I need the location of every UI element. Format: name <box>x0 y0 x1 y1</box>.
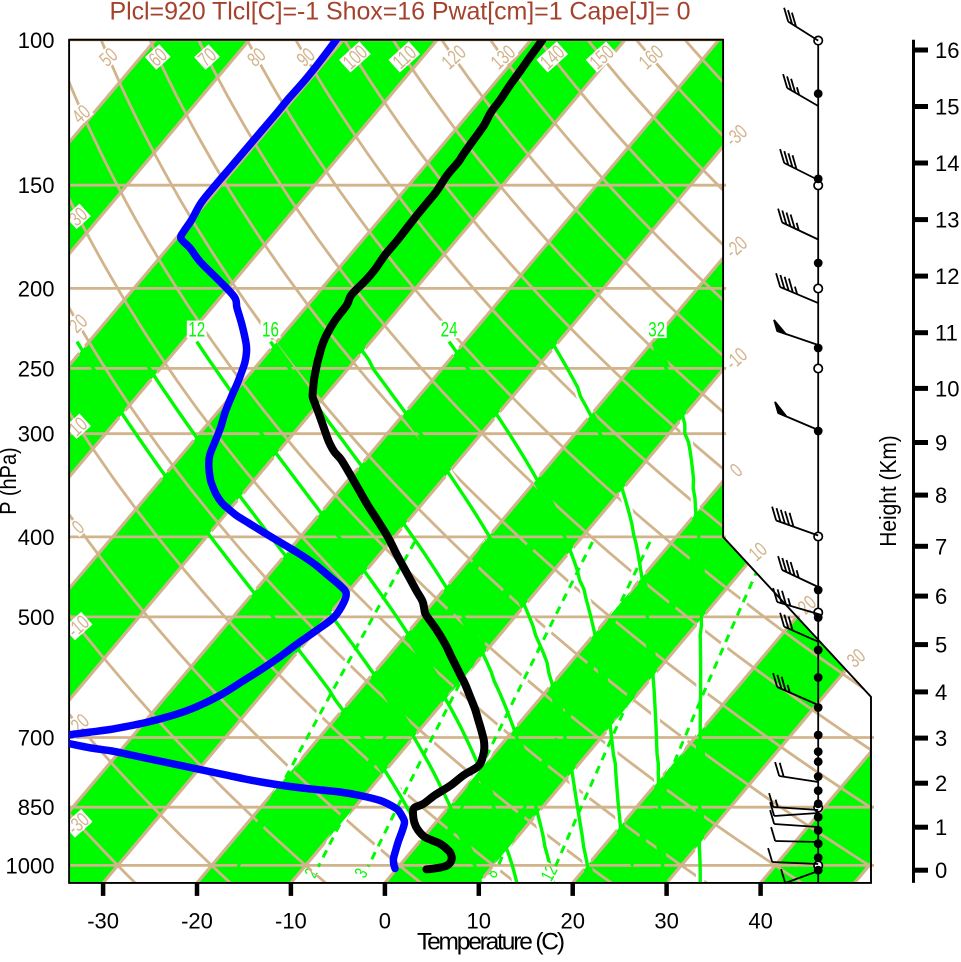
svg-text:6: 6 <box>935 584 947 609</box>
svg-text:15: 15 <box>935 95 959 120</box>
svg-text:-10: -10 <box>275 909 307 934</box>
svg-text:250: 250 <box>18 356 55 381</box>
svg-text:40: 40 <box>748 909 772 934</box>
svg-text:7: 7 <box>935 534 947 559</box>
svg-text:100: 100 <box>18 28 55 53</box>
svg-text:8: 8 <box>935 483 947 508</box>
svg-text:10: 10 <box>935 376 959 401</box>
svg-text:13: 13 <box>935 208 959 233</box>
svg-text:700: 700 <box>18 726 55 751</box>
svg-text:32: 32 <box>648 317 665 341</box>
svg-text:12: 12 <box>188 317 205 341</box>
svg-text:0: 0 <box>935 858 947 883</box>
svg-text:16: 16 <box>935 38 959 63</box>
svg-text:11: 11 <box>935 321 958 346</box>
svg-text:1000: 1000 <box>6 853 55 878</box>
svg-text:150: 150 <box>18 173 55 198</box>
svg-text:850: 850 <box>18 795 55 820</box>
svg-text:200: 200 <box>18 276 55 301</box>
svg-text:500: 500 <box>18 605 55 630</box>
svg-text:4: 4 <box>935 680 947 705</box>
svg-text:9: 9 <box>935 431 947 456</box>
svg-text:3: 3 <box>935 726 947 751</box>
svg-text:Plcl=920 Tlcl[C]=-1 Shox=16 Pw: Plcl=920 Tlcl[C]=-1 Shox=16 Pwat[cm]=1 C… <box>110 0 691 26</box>
svg-text:30: 30 <box>654 909 678 934</box>
svg-text:0: 0 <box>379 909 391 934</box>
svg-text:-30: -30 <box>87 909 119 934</box>
svg-text:1: 1 <box>935 815 947 840</box>
svg-text:300: 300 <box>18 422 55 447</box>
svg-text:400: 400 <box>18 525 55 550</box>
svg-text:Temperature (C): Temperature (C) <box>417 929 565 956</box>
svg-text:2: 2 <box>935 771 947 796</box>
svg-text:5: 5 <box>935 633 947 658</box>
svg-text:-20: -20 <box>181 909 213 934</box>
svg-text:14: 14 <box>935 151 959 176</box>
svg-text:16: 16 <box>262 317 279 341</box>
svg-text:Height (Km): Height (Km) <box>875 435 901 547</box>
svg-text:24: 24 <box>441 317 458 341</box>
svg-text:12: 12 <box>935 264 959 289</box>
svg-text:P (hPa): P (hPa) <box>0 447 21 514</box>
